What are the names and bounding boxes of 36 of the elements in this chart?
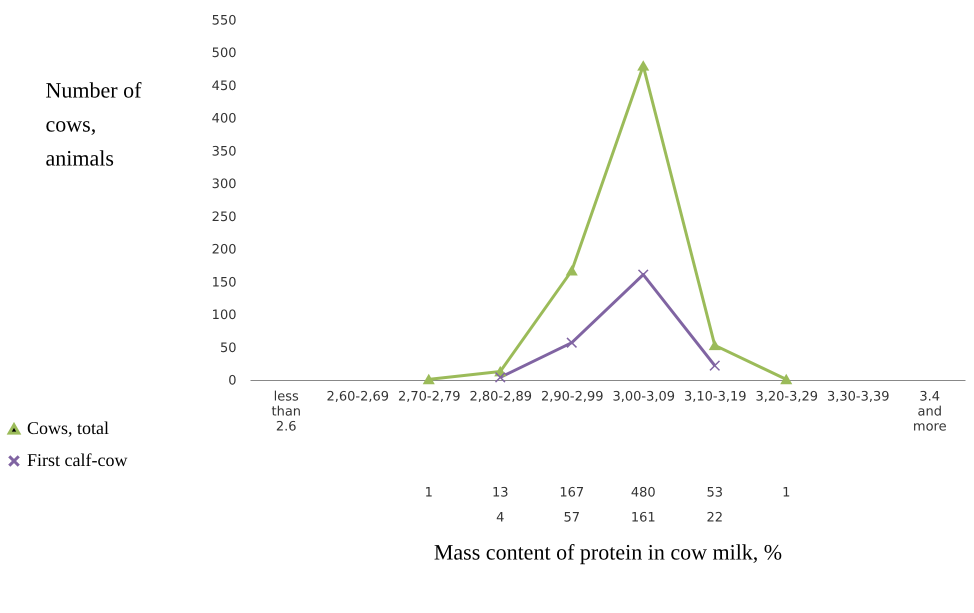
x-tick-label: 3,10-3,19 <box>684 390 747 404</box>
x-tick-label: 3,20-3,29 <box>755 390 818 404</box>
x-tick-label: 2,90-2,99 <box>540 390 604 404</box>
data-label: 13 <box>492 486 509 500</box>
data-label: 167 <box>559 486 584 500</box>
data-label: 57 <box>563 510 580 526</box>
data-label: 22 <box>706 510 724 526</box>
data-label: 1 <box>782 486 790 500</box>
data-label: 480 <box>630 486 656 500</box>
x-tick-label: less than 2.6 <box>271 390 302 434</box>
x-tick-label: 3,00-3,09 <box>612 390 676 404</box>
data-label: 1 <box>424 486 433 500</box>
x-tick-label: 3,30-3,39 <box>826 390 890 404</box>
x-tick-label: 2,60-2,69 <box>326 390 390 404</box>
x-tick-label: 2,80-2,89 <box>469 390 532 404</box>
legend-label: First calf-cow <box>27 450 128 470</box>
x-tick-label: 2,70-2,79 <box>398 390 461 404</box>
data-label: 161 <box>630 510 656 526</box>
y-tick-label: 450 <box>212 78 236 94</box>
y-tick-label: 150 <box>212 275 236 290</box>
y-tick-label: 100 <box>212 308 236 324</box>
x-axis-title: Mass content of protein in cow milk, % <box>434 540 782 564</box>
x-tick-label: 3.4 and more <box>912 390 947 434</box>
y-axis-title: Number of cows, animals <box>46 78 142 170</box>
y-tick-label: 250 <box>212 210 236 225</box>
y-tick-label: 400 <box>212 112 236 127</box>
y-tick-label: 350 <box>212 144 236 160</box>
y-tick-label: 300 <box>212 177 236 192</box>
y-tick-label: 550 <box>212 14 236 28</box>
legend-label: Cows, total <box>27 418 110 438</box>
y-tick-label: 50 <box>220 340 236 356</box>
y-tick-label: 0 <box>228 374 236 388</box>
y-tick-label: 500 <box>212 46 236 62</box>
data-label: 4 <box>496 510 504 526</box>
y-tick-label: 200 <box>212 242 236 258</box>
data-label: 53 <box>706 486 724 500</box>
